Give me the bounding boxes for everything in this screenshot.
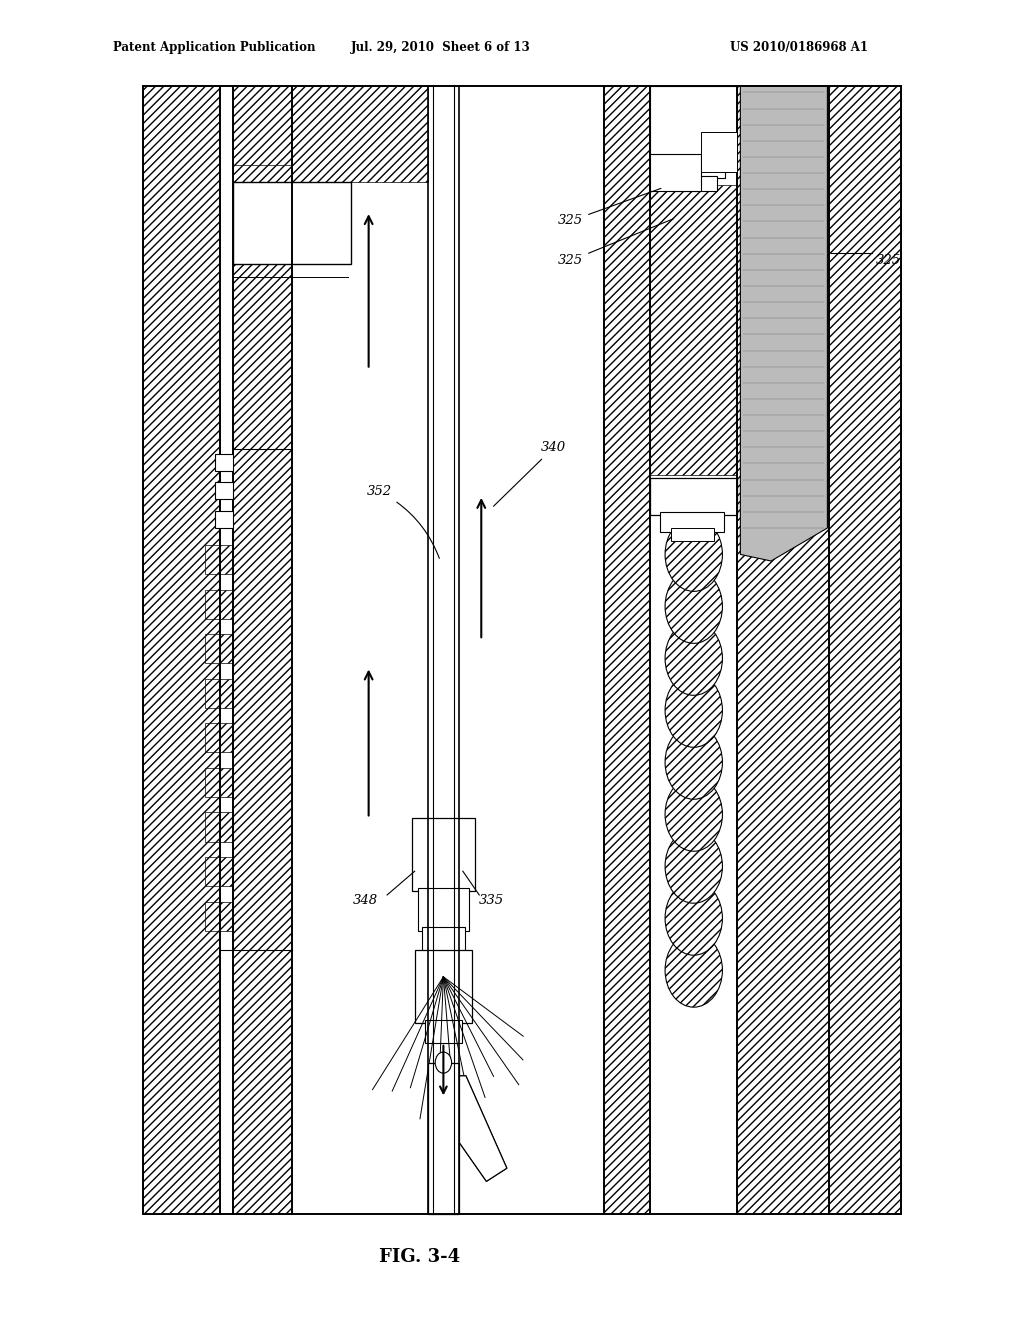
Bar: [650, 478, 737, 515]
Bar: [676, 176, 717, 191]
Circle shape: [666, 882, 723, 956]
Text: 325: 325: [558, 189, 660, 227]
Bar: [425, 1020, 462, 1043]
Text: 348: 348: [353, 894, 379, 907]
Text: US 2010/0186968 A1: US 2010/0186968 A1: [730, 41, 867, 54]
Bar: [292, 86, 604, 1214]
Bar: [205, 812, 233, 842]
Circle shape: [666, 622, 723, 696]
Bar: [422, 927, 465, 953]
Text: 335: 335: [479, 894, 505, 907]
Text: 340: 340: [494, 441, 566, 507]
Bar: [215, 454, 233, 471]
Polygon shape: [440, 1076, 507, 1181]
Text: Patent Application Publication: Patent Application Publication: [113, 41, 315, 54]
Bar: [650, 86, 737, 1214]
Bar: [205, 678, 233, 708]
Bar: [671, 528, 714, 541]
Bar: [215, 511, 233, 528]
Bar: [205, 902, 233, 931]
Polygon shape: [440, 1076, 507, 1181]
Bar: [650, 86, 737, 165]
Polygon shape: [740, 86, 827, 561]
Circle shape: [666, 569, 723, 643]
Bar: [205, 635, 233, 664]
Circle shape: [666, 517, 723, 591]
Bar: [233, 182, 351, 264]
Bar: [205, 590, 233, 619]
Text: 325: 325: [558, 219, 673, 267]
Circle shape: [666, 673, 723, 747]
Bar: [412, 818, 475, 891]
Text: Jul. 29, 2010  Sheet 6 of 13: Jul. 29, 2010 Sheet 6 of 13: [350, 41, 530, 54]
Circle shape: [666, 777, 723, 851]
Circle shape: [435, 1052, 452, 1073]
Bar: [415, 950, 472, 1023]
Text: FIG. 3-4: FIG. 3-4: [379, 1247, 461, 1266]
Bar: [604, 86, 650, 1214]
Bar: [664, 158, 725, 178]
Bar: [737, 86, 901, 1214]
Bar: [701, 132, 737, 172]
Circle shape: [666, 829, 723, 903]
Bar: [205, 768, 233, 797]
Bar: [205, 857, 233, 886]
Circle shape: [666, 726, 723, 800]
Bar: [233, 86, 292, 1214]
Bar: [143, 86, 220, 1214]
Circle shape: [666, 933, 723, 1007]
Bar: [428, 1063, 459, 1214]
Bar: [205, 545, 233, 574]
Bar: [660, 512, 724, 532]
Bar: [215, 482, 233, 499]
Bar: [650, 185, 737, 475]
Text: 352: 352: [367, 484, 439, 558]
Bar: [205, 723, 233, 752]
Bar: [233, 86, 292, 165]
Bar: [418, 888, 469, 931]
Bar: [650, 154, 701, 191]
Bar: [292, 86, 428, 182]
Text: 325: 325: [876, 253, 901, 267]
